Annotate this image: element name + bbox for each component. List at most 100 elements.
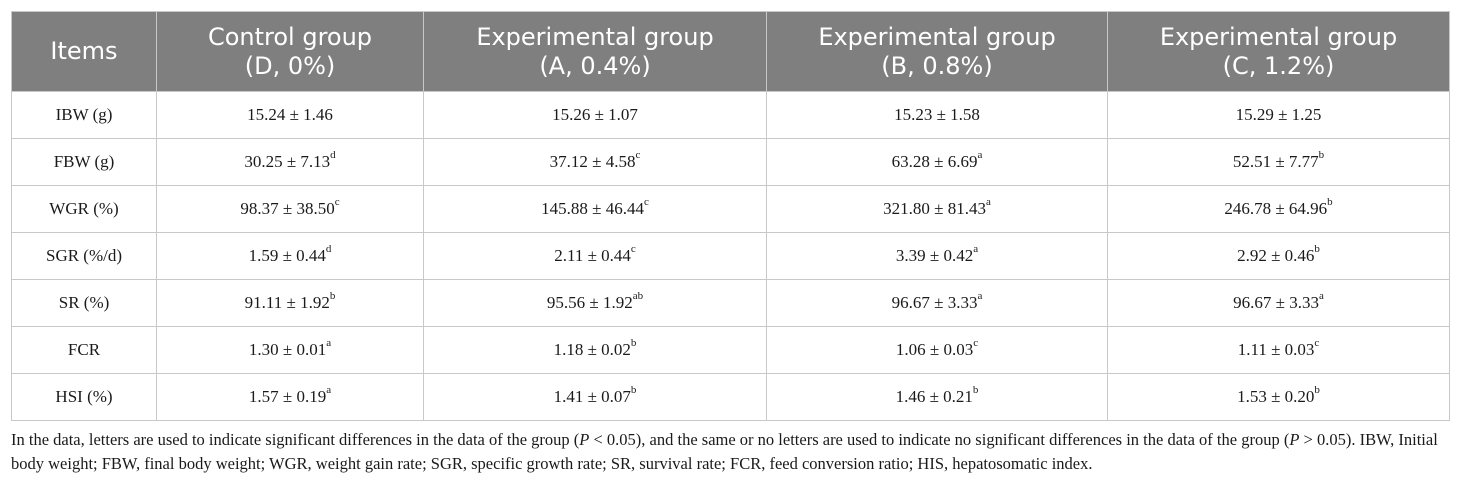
header-experimental-group-c: Experimental group (C, 1.2%) [1107,11,1450,92]
table-cell: 91.11 ± 1.92b [156,279,424,327]
cell-value: 98.37 ± 38.50 [240,199,335,218]
table-row: FBW (g) 30.25 ± 7.13d 37.12 ± 4.58c 63.28 ±… [11,138,1450,186]
cell-value: 15.26 ± 1.07 [552,105,638,124]
table-cell: 15.29 ± 1.25 [1107,91,1450,139]
table-cell: 3.39 ± 0.42a [766,232,1108,280]
cell-value: 91.11 ± 1.92 [244,293,330,312]
cell-value: 1.46 ± 0.21 [895,387,973,406]
significance-letter: c [635,149,641,162]
cell-value: 246.78 ± 64.96 [1224,199,1328,218]
cell-value: 2.11 ± 0.44 [554,246,631,265]
cell-value: 30.25 ± 7.13 [244,152,331,171]
significance-letter: a [326,337,332,350]
table-cell: 96.67 ± 3.33a [766,279,1108,327]
significance-letter: a [326,384,332,397]
table-cell: 1.57 ± 0.19a [156,373,424,421]
row-label: HSI (%) [11,373,157,421]
significance-letter: c [630,243,636,256]
cell-value: 37.12 ± 4.58 [549,152,636,171]
cell-value: 52.51 ± 7.77 [1232,152,1319,171]
table-footnote: In the data, letters are used to indicat… [11,430,1438,473]
cell-value: 3.39 ± 0.42 [895,246,974,265]
table-cell: 2.92 ± 0.46b [1107,232,1450,280]
table-body: IBW (g) 15.24 ± 1.46 15.26 ± 1.07 15.23 ± 1… [11,91,1450,421]
row-label: WGR (%) [11,185,157,233]
table-row: WGR (%) 98.37 ± 38.50c 145.88 ± 46.44c 321.… [11,185,1450,233]
cell-value: 1.57 ± 0.19 [248,387,327,406]
significance-letter: b [1314,243,1320,256]
table-cell: 15.23 ± 1.58 [766,91,1108,139]
table-cell: 95.56 ± 1.92ab [423,279,767,327]
table-cell: 1.18 ± 0.02b [423,326,767,374]
row-label: IBW (g) [11,91,157,139]
significance-letter: a [985,196,991,209]
row-label: SR (%) [11,279,157,327]
cell-value: 96.67 ± 3.33 [1233,293,1319,312]
table-cell: 1.30 ± 0.01a [156,326,424,374]
table-cell: 1.11 ± 0.03c [1107,326,1450,374]
significance-letter: b [1327,196,1333,209]
cell-value: 15.24 ± 1.46 [247,105,333,124]
header-items: Items [11,11,157,92]
cell-value: 1.18 ± 0.02 [553,340,631,359]
significance-letter: a [973,243,979,256]
table-row: SGR (%/d) 1.59 ± 0.44d 2.11 ± 0.44c 3.39 ± … [11,232,1450,280]
significance-letter: a [977,149,983,162]
header-row: Items Control group (D, 0%) Experimental… [11,11,1450,92]
significance-letter: b [1314,384,1320,397]
table-row: IBW (g) 15.24 ± 1.46 15.26 ± 1.07 15.23 ± 1… [11,91,1450,139]
cell-value: 1.11 ± 0.03 [1237,340,1315,359]
cell-value: 321.80 ± 81.43 [883,199,986,218]
cell-value: 96.67 ± 3.33 [891,293,978,312]
cell-value: 95.56 ± 1.92 [546,293,633,312]
table-cell: 37.12 ± 4.58c [423,138,767,186]
significance-letter: d [325,243,332,256]
cell-value: 2.92 ± 0.46 [1237,246,1315,265]
significance-letter: b [1318,149,1325,162]
header-experimental-group-b: Experimental group (B, 0.8%) [766,11,1108,92]
significance-letter: b [630,384,637,397]
significance-letter: a [1318,290,1324,303]
row-label: SGR (%/d) [11,232,157,280]
table-cell: 98.37 ± 38.50c [156,185,424,233]
significance-letter: a [977,290,983,303]
table-cell: 321.80 ± 81.43a [766,185,1108,233]
table-cell: 15.24 ± 1.46 [156,91,424,139]
table-cell: 15.26 ± 1.07 [423,91,767,139]
table-cell: 1.41 ± 0.07b [423,373,767,421]
table-cell: 30.25 ± 7.13d [156,138,424,186]
cell-value: 145.88 ± 46.44 [541,199,644,218]
table-cell: 1.46 ± 0.21b [766,373,1108,421]
significance-letter: c [973,337,979,350]
table-cell: 1.59 ± 0.44d [156,232,424,280]
significance-letter: ab [632,290,644,303]
cell-value: 1.06 ± 0.03 [895,340,974,359]
table-row: FCR 1.30 ± 0.01a 1.18 ± 0.02b 1.06 ± 0.03c 1… [11,326,1450,374]
cell-value: 63.28 ± 6.69 [891,152,978,171]
row-label: FBW (g) [11,138,157,186]
table-cell: 2.11 ± 0.44c [423,232,767,280]
cell-value: 1.41 ± 0.07 [553,387,631,406]
cell-value: 1.53 ± 0.20 [1237,387,1315,406]
significance-letter: b [329,290,336,303]
table-cell: 63.28 ± 6.69a [766,138,1108,186]
table-cell: 96.67 ± 3.33a [1107,279,1450,327]
significance-letter: b [972,384,979,397]
table-cell: 1.53 ± 0.20b [1107,373,1450,421]
table-cell: 246.78 ± 64.96b [1107,185,1450,233]
significance-letter: c [643,196,649,209]
growth-performance-table: Items Control group (D, 0%) Experimental… [11,11,1450,421]
cell-value: 1.30 ± 0.01 [248,340,327,359]
cell-value: 15.29 ± 1.25 [1235,105,1322,124]
cell-value: 15.23 ± 1.58 [894,105,980,124]
table-container: Items Control group (D, 0%) Experimental… [11,11,1450,476]
table-cell: 52.51 ± 7.77b [1107,138,1450,186]
table-row: SR (%) 91.11 ± 1.92b 95.56 ± 1.92ab 96.67 ±… [11,279,1450,327]
significance-letter: c [334,196,340,209]
significance-letter: b [630,337,637,350]
table-cell: 1.06 ± 0.03c [766,326,1108,374]
significance-letter: d [330,149,336,162]
row-label: FCR [11,326,157,374]
header-control-group: Control group (D, 0%) [156,11,424,92]
table-cell: 145.88 ± 46.44c [423,185,767,233]
